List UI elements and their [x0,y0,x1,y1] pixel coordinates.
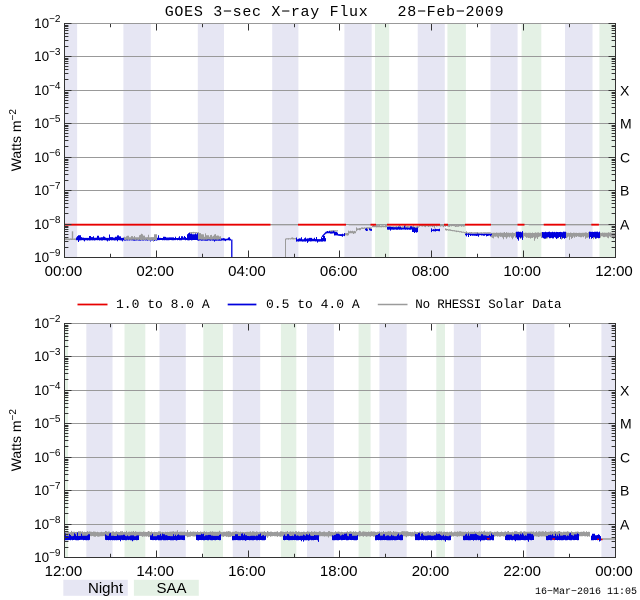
svg-text:Watts m−2: Watts m−2 [8,109,24,172]
svg-text:16−Mar−2016 11:05: 16−Mar−2016 11:05 [535,587,637,598]
svg-text:08:00: 08:00 [412,263,450,280]
svg-text:A: A [620,517,630,533]
svg-text:20:00: 20:00 [412,563,450,580]
svg-text:Watts m−2: Watts m−2 [8,409,24,472]
svg-text:00:00: 00:00 [595,563,633,580]
svg-text:X: X [620,83,630,99]
svg-text:12:00: 12:00 [595,263,633,280]
svg-text:02:00: 02:00 [136,263,174,280]
svg-text:Night: Night [88,580,124,597]
svg-text:1.0 to 8.0 A: 1.0 to 8.0 A [116,297,210,312]
svg-text:No RHESSI Solar Data: No RHESSI Solar Data [415,298,562,312]
svg-text:06:00: 06:00 [320,263,358,280]
svg-text:X: X [620,383,630,399]
svg-text:12:00: 12:00 [45,563,83,580]
svg-text:M: M [620,416,632,432]
svg-text:16:00: 16:00 [228,563,266,580]
svg-text:C: C [620,150,630,166]
svg-text:18:00: 18:00 [320,563,358,580]
svg-text:GOES 3−sec X−ray Flux 28−Feb: GOES 3−sec X−ray Flux 28−Feb−2009 [165,4,505,21]
svg-text:22:00: 22:00 [503,563,541,580]
svg-text:B: B [620,183,629,199]
svg-text:SAA: SAA [156,580,186,597]
svg-text:C: C [620,450,630,466]
svg-text:A: A [620,217,630,233]
svg-text:10:00: 10:00 [503,263,541,280]
svg-text:0.5 to 4.0 A: 0.5 to 4.0 A [266,297,360,312]
svg-text:M: M [620,116,632,132]
svg-text:04:00: 04:00 [228,263,266,280]
svg-text:00:00: 00:00 [45,263,83,280]
svg-text:B: B [620,483,629,499]
svg-text:14:00: 14:00 [136,563,174,580]
